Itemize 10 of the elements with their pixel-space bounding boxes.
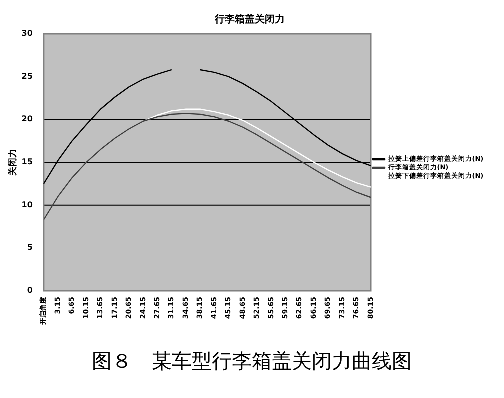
y-tick-label: 30	[22, 29, 34, 38]
y-axis-title: 关闭力	[8, 149, 19, 177]
chart-title: 行李箱盖关闭力	[214, 14, 285, 26]
y-tick-label: 0	[27, 286, 34, 296]
y-tick-label: 20	[22, 114, 34, 124]
y-tick-label: 25	[22, 72, 34, 81]
y-tick-label: 10	[22, 200, 34, 210]
caption: 图８ 某车型行李箱盖关闭力曲线图	[91, 348, 413, 375]
y-tick-label: 5	[27, 243, 34, 252]
y-tick-label: 15	[22, 158, 34, 167]
